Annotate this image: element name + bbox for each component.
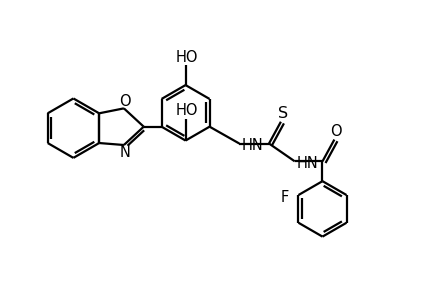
Text: HN: HN	[241, 138, 263, 153]
Text: HN: HN	[297, 156, 319, 171]
Text: O: O	[119, 94, 131, 109]
Text: S: S	[278, 106, 288, 121]
Text: O: O	[330, 124, 342, 139]
Text: HO: HO	[175, 103, 198, 118]
Text: F: F	[280, 189, 289, 205]
Text: HO: HO	[175, 50, 198, 65]
Text: N: N	[119, 146, 130, 160]
